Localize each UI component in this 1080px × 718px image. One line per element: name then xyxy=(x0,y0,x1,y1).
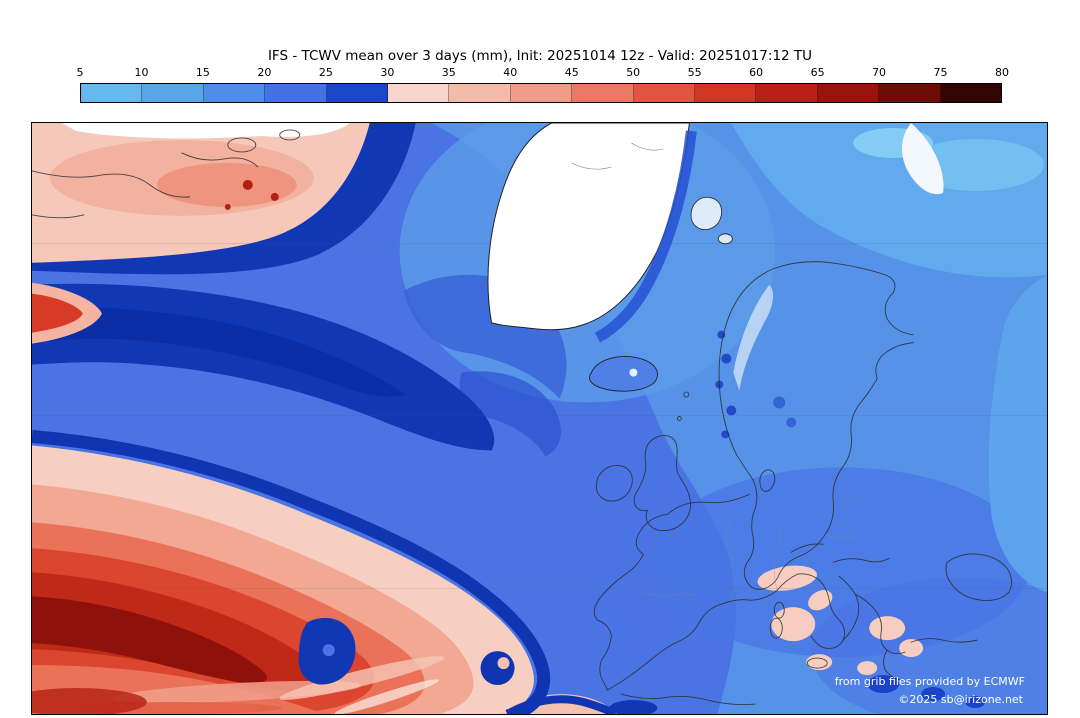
west-europe-coastline xyxy=(593,493,750,691)
colorbar-tick-label: 50 xyxy=(626,66,641,79)
colorbar-tick-label: 35 xyxy=(441,66,456,79)
colorbar-segment xyxy=(756,84,818,102)
colorbar-segment xyxy=(817,84,880,102)
colorbar-segment xyxy=(203,84,266,102)
country-borders xyxy=(643,498,864,601)
colorbar-tick-label: 40 xyxy=(503,66,518,79)
colorbar-tick-label: 15 xyxy=(195,66,210,79)
colorbar-segment xyxy=(695,84,757,102)
colorbar-segment xyxy=(633,84,696,102)
colorbar-tick-label: 70 xyxy=(872,66,887,79)
colorbar-tick-label: 55 xyxy=(687,66,702,79)
colorbar-segment xyxy=(449,84,511,102)
denmark-coastline xyxy=(759,469,776,492)
colorbar-tick-row: 5 10 15 20 25 30 35 40 45 50 55 60 65 70 75 80 xyxy=(76,66,1010,83)
colorbar-segment xyxy=(510,84,573,102)
colorbar-segment xyxy=(265,84,327,102)
chart-title: IFS - TCWV mean over 3 days (mm), Init: … xyxy=(267,48,813,64)
colorbar-tick-label: 80 xyxy=(995,66,1009,79)
uk-coastline xyxy=(633,435,692,532)
north-africa-coastline xyxy=(620,693,756,705)
map-frame: from grib files provided by ECMWF ©2025 … xyxy=(31,122,1048,715)
black-sea-coastline xyxy=(945,553,1013,601)
colorbar-tick-label: 5 xyxy=(76,66,84,79)
ireland-coastline xyxy=(595,465,633,502)
colorbar-tick-label: 10 xyxy=(134,66,149,79)
colorbar-scale xyxy=(80,83,1002,103)
colorbar-tick-label: 65 xyxy=(810,66,825,79)
colorbar-segment xyxy=(572,84,634,102)
colorbar-segment xyxy=(142,84,204,102)
colorbar-segment xyxy=(388,84,450,102)
copyright-notice: ©2025 sb@irizone.net xyxy=(898,693,1023,706)
colorbar-segment xyxy=(326,84,389,102)
colorbar-tick-label: 25 xyxy=(318,66,333,79)
landmasses xyxy=(487,123,733,392)
data-source-attribution: from grib files provided by ECMWF xyxy=(834,675,1025,688)
balkan-coastline xyxy=(854,593,906,655)
scandinavia-coastline xyxy=(718,261,914,455)
weather-map xyxy=(32,123,1047,714)
iceland-landmass xyxy=(589,356,658,392)
colorbar-segment xyxy=(81,84,143,102)
colorbar-segment xyxy=(879,84,941,102)
colorbar-tick-label: 75 xyxy=(933,66,948,79)
coastlines xyxy=(32,129,1013,705)
colorbar-tick-label: 30 xyxy=(380,66,395,79)
italy-coastline xyxy=(796,573,845,649)
svalbard-landmass xyxy=(690,196,723,230)
colorbar-tick-label: 45 xyxy=(564,66,579,79)
colorbar-tick-label: 60 xyxy=(749,66,764,79)
colorbar-tick-label: 20 xyxy=(257,66,272,79)
colorbar-segment xyxy=(940,84,1002,102)
colorbar-legend: 5 10 15 20 25 30 35 40 45 50 55 60 65 70 75 80 xyxy=(76,66,1010,103)
